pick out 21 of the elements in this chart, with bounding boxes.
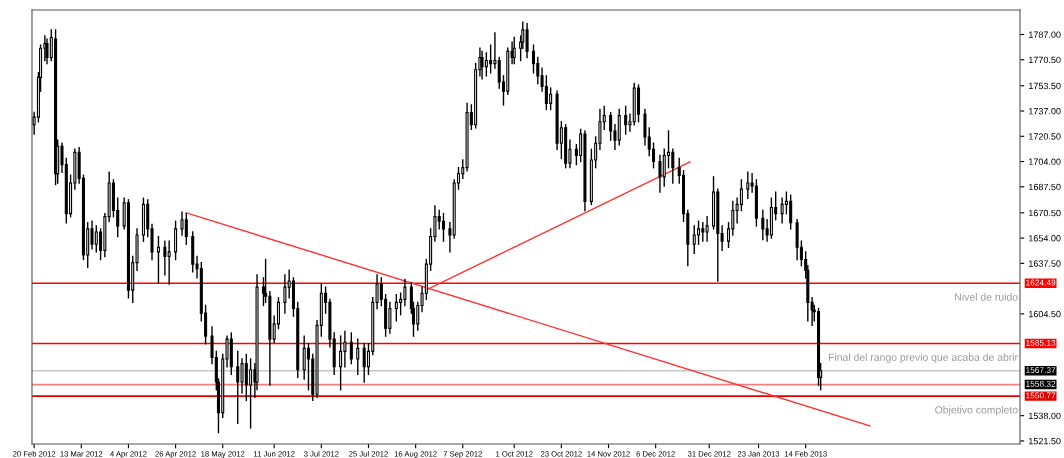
y-tick-label: 1670.50 [1029, 209, 1061, 217]
y-tick-label: 1704.00 [1029, 158, 1061, 165]
y-tick-label: 1654.00 [1029, 235, 1061, 242]
ref-line-label: 1567.37 [1026, 367, 1056, 373]
y-tick-label: 1538.00 [1029, 412, 1061, 420]
annotation: Objetivo completo [935, 405, 1018, 416]
y-tick-label: 1521.50 [1029, 437, 1061, 445]
y-tick-label: 1770.50 [1029, 56, 1061, 64]
annotation: Final del rango previo que acaba de abrir [828, 353, 1018, 363]
annotation: Nivel de ruido [955, 293, 1018, 301]
y-tick-label: 1753.50 [1029, 82, 1061, 90]
y-tick-label: 1687.50 [1029, 183, 1061, 191]
ref-line-label: 1585.13 [1026, 339, 1056, 346]
y-tick-label: 1720.50 [1029, 133, 1061, 140]
y-tick-label: 1604.50 [1029, 310, 1061, 318]
y-tick-label: 1737.00 [1029, 108, 1061, 115]
ref-line-label: 1624.49 [1026, 279, 1056, 286]
y-tick-label: 1637.50 [1029, 260, 1061, 267]
y-tick-label: 1787.00 [1029, 31, 1061, 38]
ref-line-label: 1550.77 [1026, 392, 1056, 399]
ref-line-label: 1558.32 [1026, 380, 1056, 387]
